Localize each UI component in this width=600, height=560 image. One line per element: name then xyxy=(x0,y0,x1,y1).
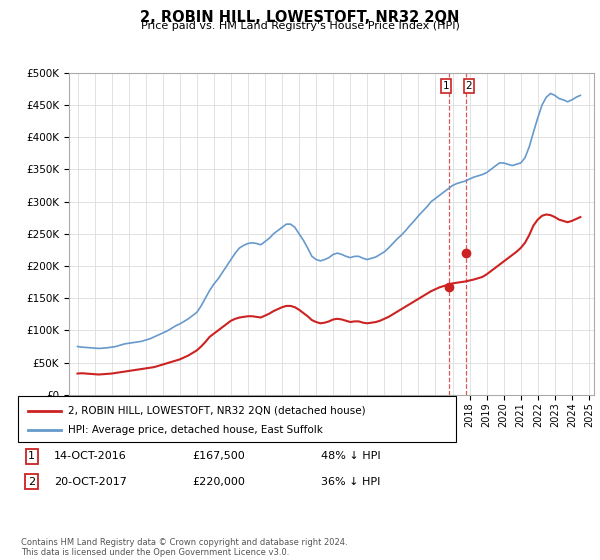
Text: £167,500: £167,500 xyxy=(192,451,245,461)
Text: 48% ↓ HPI: 48% ↓ HPI xyxy=(321,451,380,461)
Text: 20-OCT-2017: 20-OCT-2017 xyxy=(54,477,127,487)
Text: £220,000: £220,000 xyxy=(192,477,245,487)
Text: Contains HM Land Registry data © Crown copyright and database right 2024.
This d: Contains HM Land Registry data © Crown c… xyxy=(21,538,347,557)
Text: Price paid vs. HM Land Registry's House Price Index (HPI): Price paid vs. HM Land Registry's House … xyxy=(140,21,460,31)
Text: 2: 2 xyxy=(466,81,472,91)
Text: 1: 1 xyxy=(443,81,449,91)
Text: 14-OCT-2016: 14-OCT-2016 xyxy=(54,451,127,461)
Text: 36% ↓ HPI: 36% ↓ HPI xyxy=(321,477,380,487)
Text: 2: 2 xyxy=(28,477,35,487)
Text: 2, ROBIN HILL, LOWESTOFT, NR32 2QN (detached house): 2, ROBIN HILL, LOWESTOFT, NR32 2QN (deta… xyxy=(68,405,366,416)
Text: HPI: Average price, detached house, East Suffolk: HPI: Average price, detached house, East… xyxy=(68,424,323,435)
Text: 2, ROBIN HILL, LOWESTOFT, NR32 2QN: 2, ROBIN HILL, LOWESTOFT, NR32 2QN xyxy=(140,10,460,25)
Text: 1: 1 xyxy=(28,451,35,461)
